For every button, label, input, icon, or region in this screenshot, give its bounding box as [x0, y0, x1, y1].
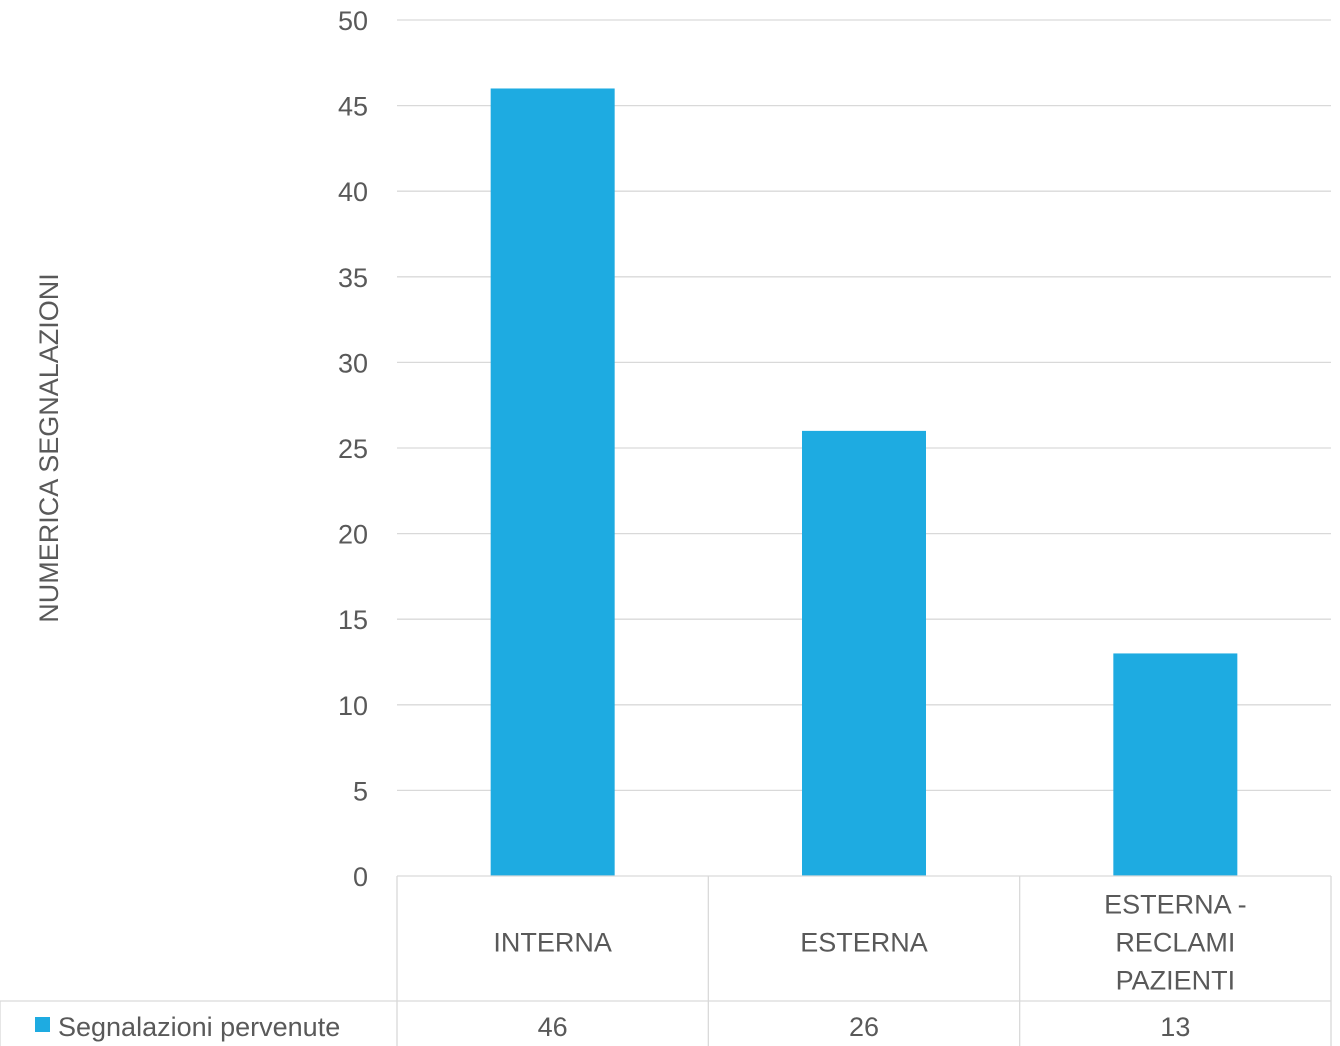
data-table-value: 26: [849, 1012, 879, 1042]
y-axis-ticks: 0 5 10 15 20 25 30 35 40 45 50: [338, 6, 368, 892]
data-table-values: 46 26 13: [538, 1012, 1191, 1042]
data-table-value: 13: [1160, 1012, 1190, 1042]
legend-label: Segnalazioni pervenute: [58, 1012, 340, 1042]
category-label: PAZIENTI: [1116, 966, 1236, 996]
bar: [1113, 653, 1238, 876]
category-label: INTERNA: [493, 928, 612, 958]
category-label: ESTERNA: [800, 928, 928, 958]
data-table: [0, 875, 1332, 1046]
legend-swatch: [35, 1017, 50, 1032]
y-tick-label: 5: [353, 776, 368, 806]
y-tick-label: 40: [338, 177, 368, 207]
legend: Segnalazioni pervenute: [35, 1012, 340, 1042]
category-label: RECLAMI: [1115, 928, 1235, 958]
y-tick-label: 15: [338, 605, 368, 635]
y-tick-label: 45: [338, 92, 368, 122]
y-axis-label: NUMERICA SEGNALAZIONI: [34, 273, 64, 623]
y-tick-label: 25: [338, 434, 368, 464]
y-tick-label: 0: [353, 862, 368, 892]
bar: [490, 88, 615, 877]
bars: [490, 88, 1238, 877]
y-tick-label: 30: [338, 348, 368, 378]
y-tick-label: 35: [338, 263, 368, 293]
y-tick-label: 50: [338, 6, 368, 36]
y-tick-label: 20: [338, 520, 368, 550]
bar: [802, 430, 926, 876]
category-label: ESTERNA -: [1104, 890, 1247, 920]
category-labels: INTERNA ESTERNA ESTERNA - RECLAMI PAZIENTI: [493, 890, 1246, 996]
data-table-value: 46: [538, 1012, 568, 1042]
y-tick-label: 10: [338, 691, 368, 721]
